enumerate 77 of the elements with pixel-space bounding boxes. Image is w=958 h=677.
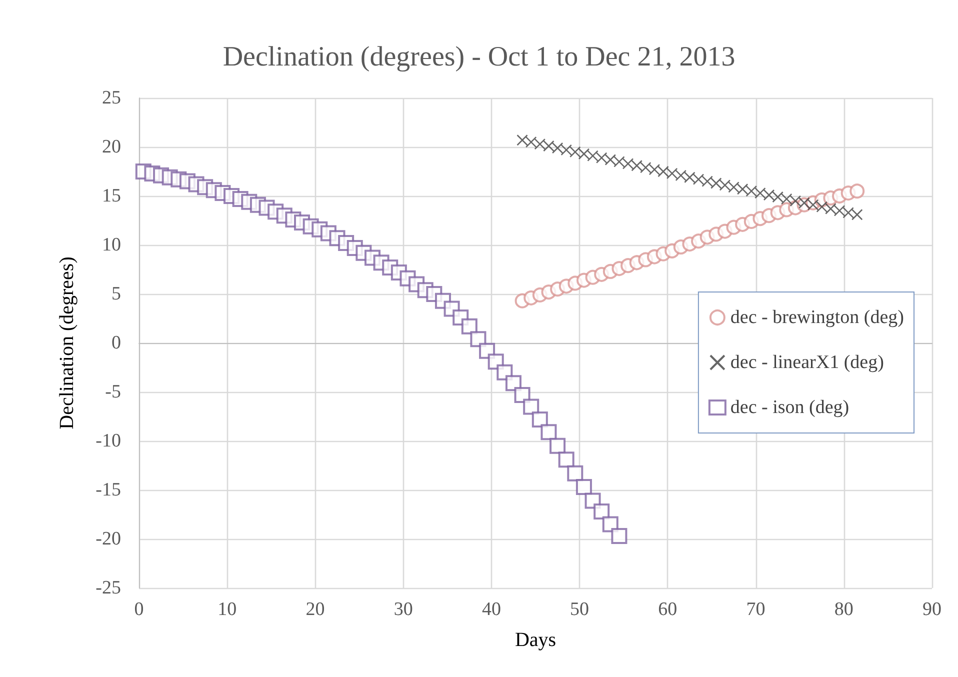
point	[470, 331, 486, 348]
point	[558, 452, 574, 468]
point	[622, 158, 634, 170]
point	[666, 168, 678, 180]
x-tick-label: 90	[922, 599, 942, 620]
point	[596, 152, 608, 164]
point	[534, 138, 546, 150]
y-tick-label: 20	[102, 136, 121, 158]
point	[710, 178, 722, 189]
y-tick-label: -15	[96, 480, 121, 500]
point	[578, 148, 590, 160]
y-axis-title: Declination (degrees)	[56, 256, 78, 430]
point	[816, 201, 828, 212]
y-tick-label: 0	[112, 332, 121, 354]
point	[658, 166, 669, 178]
y-tick-label: -5	[105, 382, 121, 402]
y-tick-label: -10	[96, 430, 121, 452]
point	[604, 154, 616, 166]
point	[736, 183, 748, 195]
point	[825, 203, 836, 214]
point	[763, 189, 775, 201]
point	[614, 156, 625, 168]
y-tick-label: 5	[112, 284, 121, 304]
x-tick-label: 20	[306, 599, 325, 620]
x-tick-label: 50	[570, 599, 590, 620]
legend-label: dec - linearX1 (deg)	[730, 352, 884, 373]
point	[611, 528, 628, 544]
x-tick-label: 10	[218, 599, 237, 620]
point	[702, 176, 713, 187]
point	[576, 479, 592, 496]
point	[850, 184, 865, 199]
point	[640, 162, 652, 174]
legend-label: dec - brewington (deg)	[730, 307, 904, 328]
point	[754, 187, 766, 199]
x-tick-label: 60	[658, 599, 678, 620]
point	[746, 185, 758, 197]
point	[461, 318, 478, 334]
x-tick-label: 80	[834, 599, 854, 620]
point	[523, 398, 540, 415]
point	[552, 142, 564, 154]
point	[675, 170, 687, 182]
x-tick-label: 70	[746, 599, 766, 620]
point	[692, 174, 704, 185]
point	[631, 160, 642, 172]
x-tick-label: 40	[482, 599, 501, 620]
y-tick-label: 10	[102, 234, 121, 256]
point	[842, 207, 854, 218]
y-tick-label: 25	[102, 88, 121, 108]
point	[540, 424, 557, 440]
point	[772, 191, 784, 203]
point	[505, 375, 522, 392]
x-tick-label: 30	[394, 599, 413, 620]
point	[728, 182, 740, 193]
point	[594, 504, 610, 520]
legend-label: dec - ison (deg)	[730, 397, 850, 418]
point	[780, 193, 792, 205]
point	[532, 411, 548, 428]
point	[587, 150, 598, 162]
point	[719, 180, 731, 191]
point	[543, 140, 554, 152]
point	[516, 134, 528, 146]
point	[570, 146, 581, 158]
point	[851, 208, 863, 220]
y-tick-label: -20	[96, 528, 121, 550]
point	[648, 164, 660, 176]
point	[560, 144, 572, 156]
point	[834, 205, 846, 216]
point	[550, 438, 566, 454]
y-tick-label: -25	[96, 578, 121, 598]
point	[567, 465, 584, 482]
chart-title: Declination (degrees) - Oct 1 to Dec 21, 2013	[222, 42, 736, 72]
y-tick-label: 15	[102, 186, 121, 206]
x-axis-title: Days	[514, 629, 556, 651]
point	[790, 195, 802, 207]
x-tick-label: 0	[134, 599, 144, 620]
point	[684, 172, 696, 184]
point	[525, 136, 537, 148]
